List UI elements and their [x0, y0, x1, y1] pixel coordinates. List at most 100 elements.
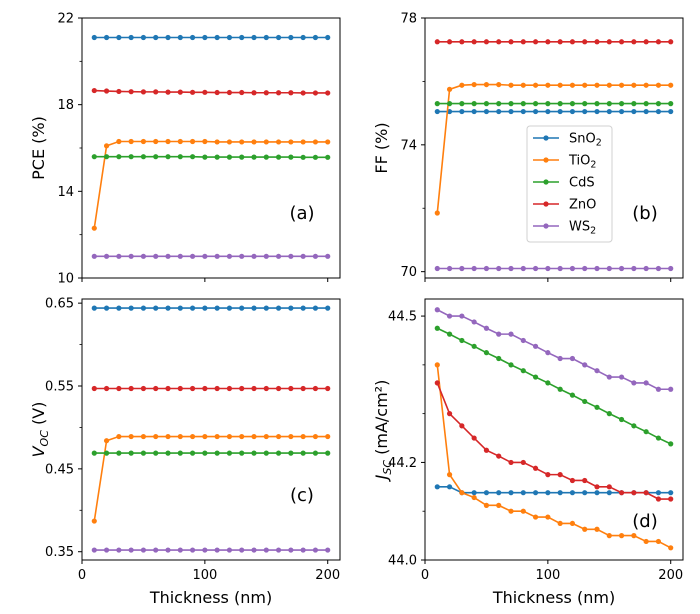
- data-point: [239, 547, 245, 553]
- data-point: [300, 385, 306, 392]
- data-point: [177, 450, 183, 456]
- data-point: [594, 101, 600, 107]
- data-point: [508, 39, 514, 45]
- data-point: [165, 89, 171, 95]
- data-point: [459, 337, 465, 344]
- x-tick-label: 0: [421, 568, 429, 583]
- data-point: [532, 490, 539, 496]
- data-point: [251, 305, 257, 311]
- data-point: [557, 490, 563, 496]
- data-point: [214, 433, 220, 440]
- data-point: [446, 265, 453, 272]
- data-point: [251, 154, 257, 160]
- data-point: [177, 253, 183, 259]
- series-TiO2: [434, 81, 674, 216]
- data-point: [655, 496, 662, 502]
- data-point: [557, 108, 563, 115]
- data-point: [496, 453, 502, 459]
- data-point: [325, 433, 331, 440]
- legend-label-WS2: WS2: [569, 220, 596, 237]
- data-point: [189, 154, 196, 160]
- data-point: [483, 265, 490, 272]
- data-point: [508, 508, 514, 514]
- data-point: [459, 313, 465, 319]
- data-point: [202, 253, 208, 259]
- data-point: [471, 490, 477, 496]
- series-SnO2: [434, 108, 674, 115]
- data-point: [140, 433, 147, 440]
- data-point: [569, 477, 576, 484]
- data-point: [655, 435, 662, 441]
- panel-label: (a): [289, 203, 314, 224]
- data-point: [508, 490, 514, 496]
- data-point: [643, 380, 649, 386]
- data-point: [325, 450, 331, 456]
- data-point: [128, 450, 134, 456]
- data-point: [520, 490, 526, 496]
- data-point: [434, 265, 440, 272]
- data-point: [214, 385, 220, 392]
- data-point: [446, 39, 453, 45]
- legend-label-CdS: CdS: [569, 176, 595, 191]
- data-point: [606, 533, 612, 539]
- data-point: [116, 88, 122, 95]
- data-point: [606, 265, 612, 272]
- data-point: [496, 81, 502, 88]
- data-point: [582, 398, 588, 405]
- data-point: [116, 433, 122, 440]
- data-point: [668, 82, 674, 88]
- data-point: [606, 82, 612, 88]
- data-point: [434, 380, 440, 386]
- data-point: [569, 39, 576, 45]
- data-point: [103, 305, 110, 311]
- data-point: [594, 484, 600, 490]
- data-point: [275, 305, 282, 311]
- series-TiO2: [91, 433, 331, 524]
- panel-label: (d): [632, 511, 657, 532]
- data-point: [483, 101, 490, 107]
- data-point: [594, 108, 600, 115]
- data-point: [434, 210, 440, 216]
- data-point: [153, 253, 159, 259]
- data-point: [557, 39, 563, 45]
- data-point: [300, 34, 306, 41]
- y-tick-label: 22: [57, 12, 74, 27]
- data-point: [214, 450, 220, 456]
- series-CdS: [91, 450, 331, 456]
- data-point: [471, 101, 477, 107]
- data-point: [177, 89, 183, 95]
- data-point: [275, 34, 282, 41]
- data-point: [459, 39, 465, 45]
- data-point: [496, 355, 502, 362]
- y-axis-label: JSC (mA/cm²): [372, 380, 394, 483]
- data-point: [459, 82, 465, 88]
- data-point: [483, 350, 490, 356]
- data-point: [165, 385, 171, 392]
- data-point: [116, 547, 122, 553]
- y-axis-label: VOC (V): [29, 402, 51, 458]
- data-point: [496, 490, 502, 496]
- data-point: [606, 39, 612, 45]
- data-point: [618, 82, 625, 88]
- data-point: [631, 265, 637, 272]
- data-point: [520, 368, 526, 374]
- data-point: [116, 450, 122, 456]
- data-point: [300, 253, 306, 259]
- data-point: [251, 34, 257, 41]
- data-point: [263, 547, 269, 553]
- data-point: [508, 331, 514, 337]
- data-point: [668, 265, 674, 272]
- data-point: [226, 547, 233, 553]
- data-point: [165, 305, 171, 311]
- data-point: [226, 385, 233, 392]
- data-point: [226, 154, 233, 160]
- data-point: [153, 305, 159, 311]
- data-point: [582, 477, 588, 484]
- data-point: [189, 305, 196, 311]
- data-point: [263, 385, 269, 392]
- data-point: [226, 34, 233, 41]
- data-point: [189, 385, 196, 392]
- data-point: [569, 265, 576, 272]
- y-tick-label: 10: [57, 272, 74, 287]
- data-point: [239, 450, 245, 456]
